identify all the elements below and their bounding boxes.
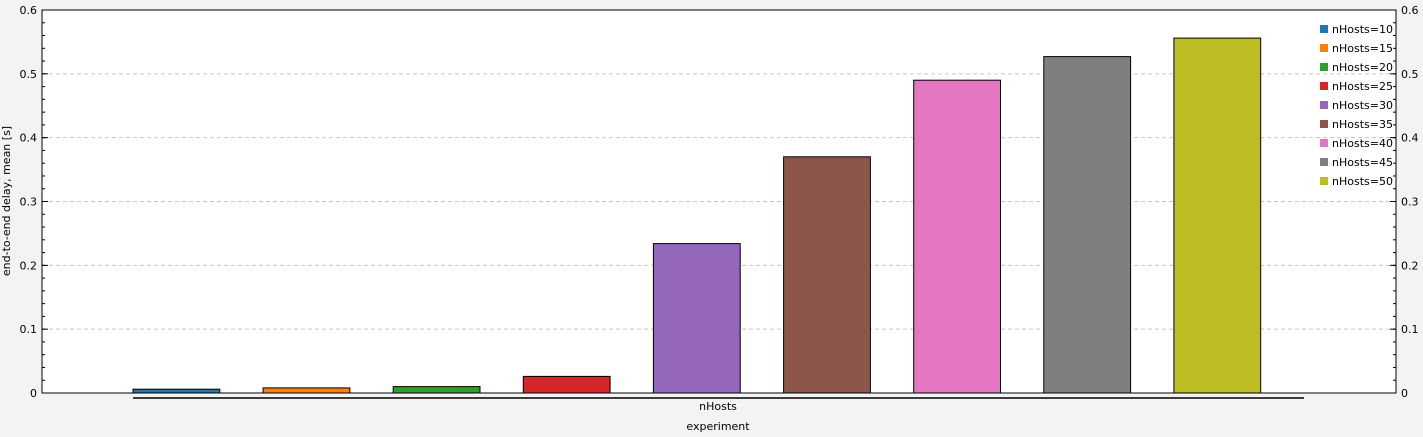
legend-swatch — [1320, 139, 1328, 147]
y-axis-title: end-to-end delay, mean [s] — [0, 126, 13, 276]
bar — [262, 387, 351, 394]
legend-label: nHosts=10 — [1332, 23, 1393, 36]
bar — [1043, 56, 1132, 394]
y-tick-label-left: 0.2 — [20, 259, 38, 272]
y-tick-label-right: 0.1 — [1401, 323, 1419, 336]
axes: 0 0 0.1 0.1 0.2 0.2 0.3 0.3 0.4 0.4 0.5 0.5 0.6 0.6 — [20, 4, 1419, 400]
bar — [522, 375, 611, 394]
bar — [392, 386, 481, 394]
gridlines — [42, 73, 1396, 330]
legend-swatch — [1320, 158, 1328, 166]
bar — [132, 388, 221, 394]
legend-label: nHosts=45 — [1332, 156, 1393, 169]
legend-swatch — [1320, 101, 1328, 109]
legend-swatch — [1320, 63, 1328, 71]
y-tick-label-right: 0.2 — [1401, 259, 1419, 272]
bar — [913, 79, 1002, 394]
y-tick-label-left: 0.1 — [20, 323, 38, 336]
y-tick-label-left: 0.3 — [20, 196, 38, 209]
y-tick-label-right: 0 — [1401, 387, 1408, 400]
legend-swatch — [1320, 82, 1328, 90]
y-tick-label-right: 0.4 — [1401, 132, 1419, 145]
legend-label: nHosts=50 — [1332, 175, 1393, 188]
legend-label: nHosts=15 — [1332, 42, 1393, 55]
y-tick-label-left: 0.6 — [20, 4, 38, 17]
legend-swatch — [1320, 25, 1328, 33]
bar — [1173, 37, 1262, 394]
legend-swatch — [1320, 120, 1328, 128]
legend-swatch — [1320, 177, 1328, 185]
bar — [783, 156, 871, 394]
y-tick-label-left: 0.4 — [20, 132, 38, 145]
category-label: nHosts — [699, 400, 737, 413]
legend-label: nHosts=35 — [1332, 118, 1393, 131]
y-tick-label-left: 0 — [30, 387, 37, 400]
legend-swatch — [1320, 44, 1328, 52]
y-tick-label-left: 0.5 — [20, 68, 38, 81]
legend-label: nHosts=40 — [1332, 137, 1393, 150]
y-tick-label-right: 0.5 — [1401, 68, 1419, 81]
legend-label: nHosts=30 — [1332, 99, 1393, 112]
bars — [132, 37, 1262, 394]
legend: nHosts=10 nHosts=15 nHosts=20 nHosts=25 nHos… — [1320, 23, 1393, 188]
x-axis-title: experiment — [686, 420, 750, 433]
legend-label: nHosts=20 — [1332, 61, 1393, 74]
bar — [652, 243, 741, 394]
y-tick-label-right: 0.3 — [1401, 196, 1419, 209]
legend-label: nHosts=25 — [1332, 80, 1393, 93]
y-tick-label-right: 0.6 — [1401, 4, 1419, 17]
